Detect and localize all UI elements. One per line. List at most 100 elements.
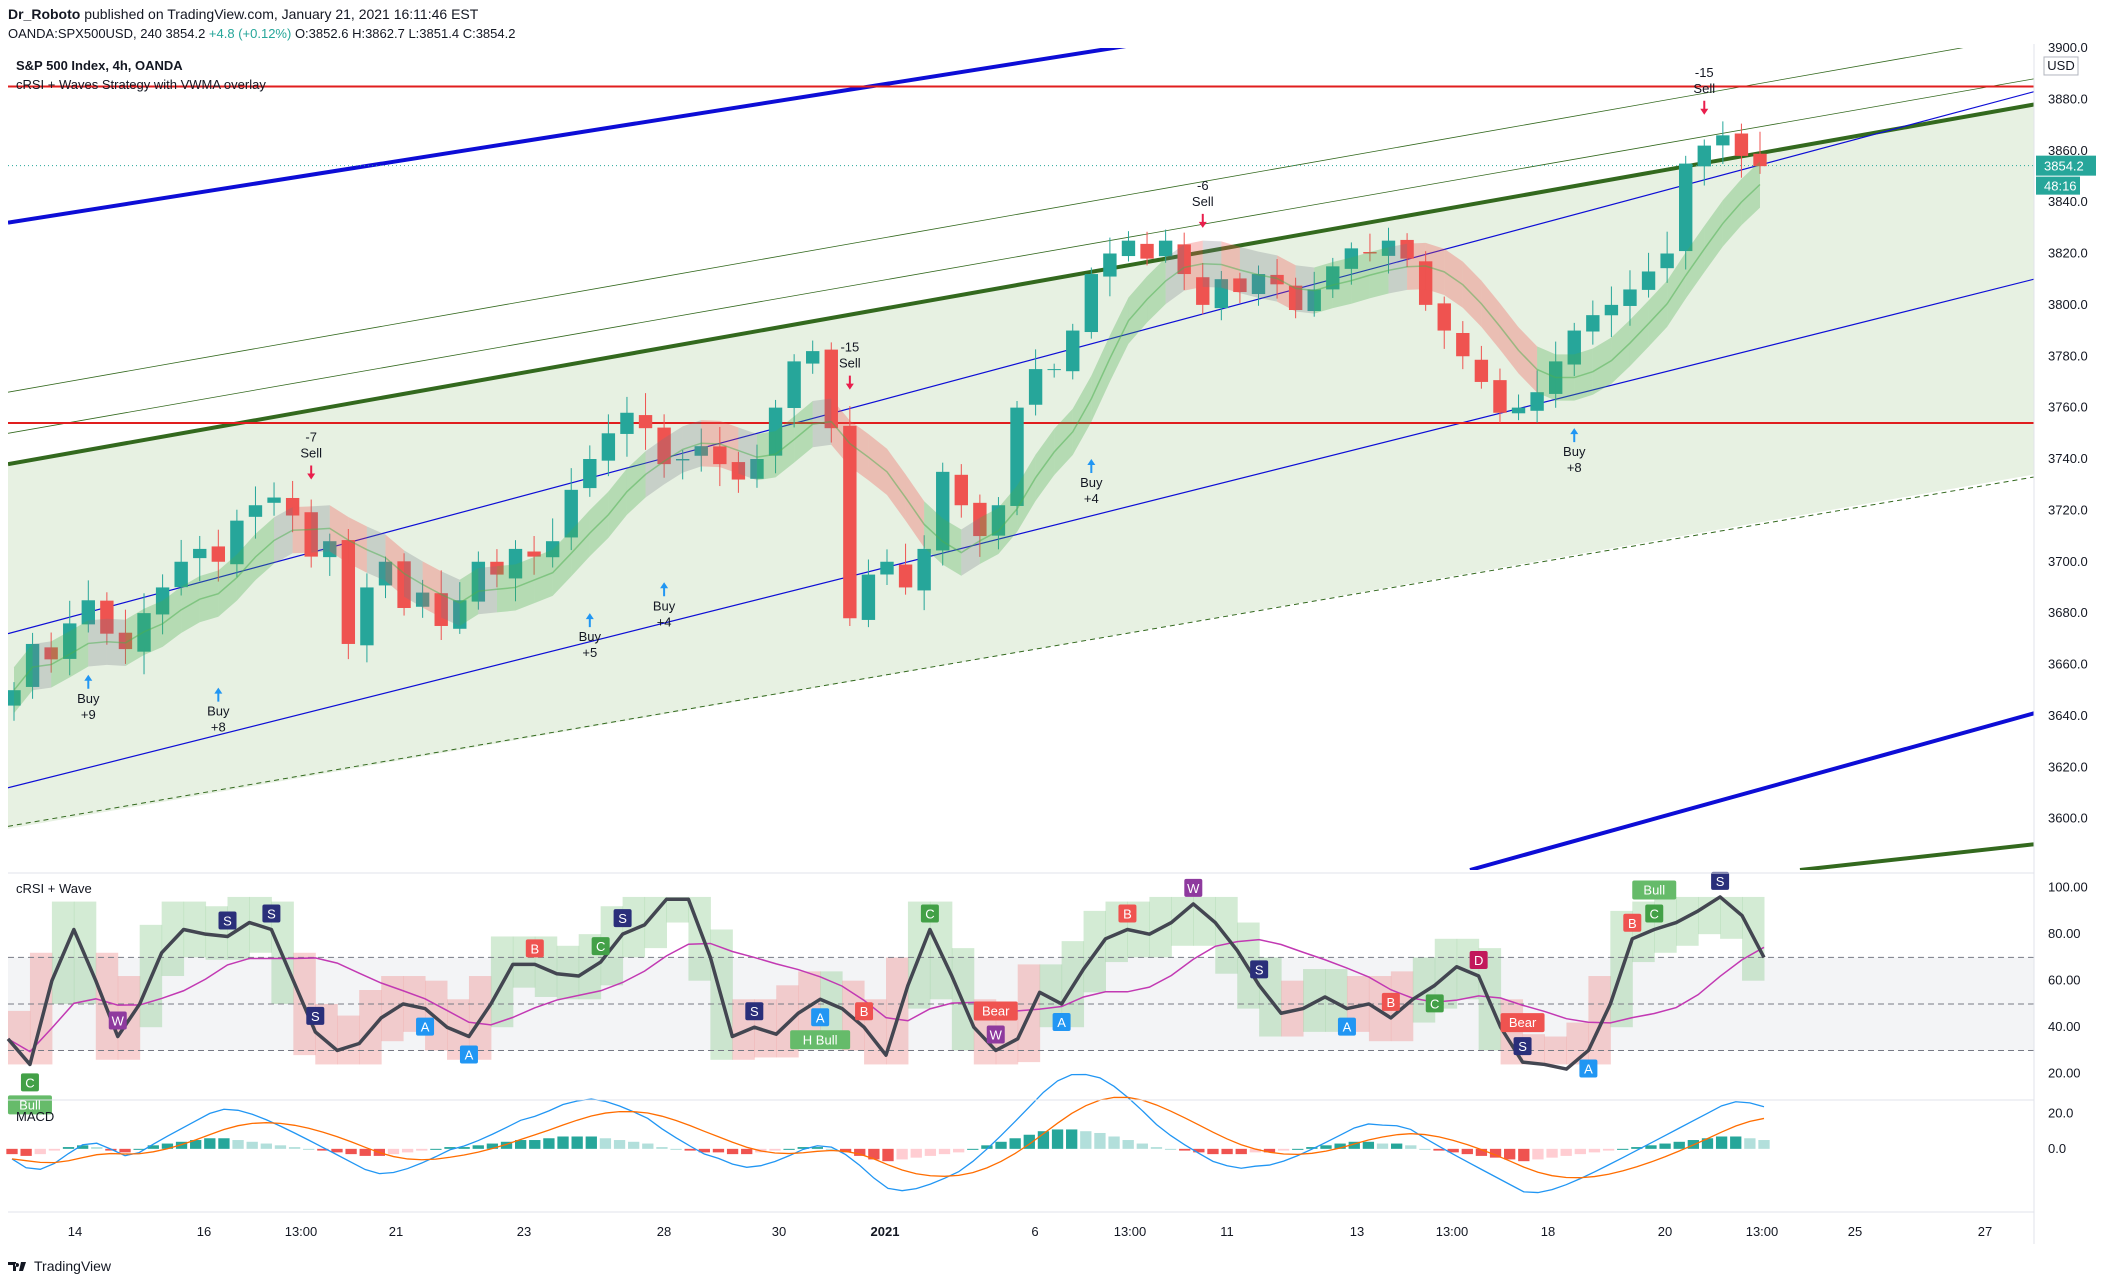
macd-histogram-bar [1602, 1148, 1615, 1151]
candle [1103, 253, 1117, 277]
crsi-marker-box [306, 1006, 325, 1025]
macd-histogram-bar [698, 1148, 710, 1153]
crsi-marker-glyph: C [596, 939, 605, 954]
signal-sell[interactable]: Sell-7 [300, 430, 322, 480]
crsi-zone [1412, 957, 1436, 1023]
macd-histogram-bar [981, 1145, 993, 1149]
blue-bold-line [1469, 711, 2034, 870]
crsi-marker-b[interactable]: B [855, 1002, 874, 1021]
crsi-marker-wave2[interactable]: S [218, 911, 237, 930]
crsi-marker-wave2[interactable]: S [1250, 960, 1269, 979]
price-pane[interactable]: Buy+9 Buy+8 Sell-7 Buy+5 Buy+4 Sell-15 Buy+4 Se… [7, 22, 2034, 870]
candle [415, 592, 430, 607]
crsi-marker-wave2[interactable]: S Bear [1500, 1013, 1545, 1056]
time-tick-label: 23 [517, 1224, 531, 1239]
crsi-marker-bull[interactable]: C [920, 904, 939, 923]
crsi-marker-b[interactable]: B [525, 939, 544, 958]
signal-buy[interactable]: Buy+4 [1080, 459, 1103, 506]
crsi-marker-a[interactable]: A [416, 1017, 435, 1036]
macd-histogram-bar [1617, 1148, 1629, 1150]
crsi-marker-a[interactable]: A [1337, 1017, 1356, 1036]
macd-histogram-bar [91, 1147, 103, 1149]
crsi-marker-a[interactable]: A [1579, 1059, 1598, 1078]
candle [1344, 248, 1359, 269]
crsi-marker-d[interactable]: D [1469, 951, 1488, 970]
crsi-zone [556, 945, 580, 1000]
macd-histogram-bar [1588, 1148, 1601, 1153]
high-value: 3862.7 [365, 26, 405, 41]
candle [1270, 274, 1284, 285]
crsi-caption: Bull [1643, 883, 1665, 898]
signal-buy[interactable]: Buy+5 [579, 613, 602, 660]
crsi-marker-box [1579, 1059, 1598, 1078]
macd-histogram-bar [331, 1148, 343, 1153]
signal-buy[interactable]: Buy+4 [653, 582, 676, 629]
crsi-marker-wave2[interactable]: S [613, 909, 632, 928]
candle [1084, 274, 1099, 333]
signal-sell[interactable]: Sell-6 [1192, 178, 1214, 228]
crsi-tick-label: 40.00 [2048, 1019, 2081, 1034]
crsi-marker-bull[interactable]: C [591, 937, 610, 956]
macd-histogram-bar [1051, 1129, 1064, 1149]
crsi-zone [1368, 976, 1392, 1042]
macd-histogram-bar [34, 1148, 46, 1155]
time-tick-label: 25 [1848, 1224, 1862, 1239]
crsi-marker-a[interactable]: A [459, 1045, 478, 1064]
macd-histogram-bar [119, 1148, 131, 1153]
blue-bold-line [8, 48, 1127, 225]
crsi-marker-b[interactable]: B [1381, 992, 1400, 1011]
candle [471, 561, 486, 602]
unit-badge [2043, 56, 2079, 76]
tradingview-brand[interactable]: TradingView [8, 1258, 111, 1274]
sell-arrow-icon [307, 465, 316, 480]
crsi-marker-glyph: C [25, 1075, 34, 1090]
buy-arrow-icon [660, 582, 669, 597]
candle [806, 351, 820, 364]
signal-value: +4 [657, 614, 672, 629]
crsi-zone [1039, 964, 1063, 1028]
macd-histogram-bar [825, 1148, 838, 1150]
price-tick-label: 3780.0 [2048, 348, 2088, 363]
candle [285, 497, 300, 516]
crsi-marker-b[interactable]: B [1623, 913, 1642, 932]
candle [1196, 277, 1210, 305]
signal-buy[interactable]: Buy+8 [207, 687, 230, 735]
ohlc-header: OANDA:SPX500USD, 240 3854.2 +4.8 (+0.12%… [8, 26, 515, 41]
crsi-marker-wave2[interactable]: S [262, 904, 281, 923]
candle [378, 561, 393, 586]
price-tick-label: 3600.0 [2048, 811, 2088, 826]
crsi-marker-wave[interactable]: W [108, 1011, 127, 1030]
signal-sell[interactable]: Sell-15 [1693, 65, 1715, 115]
crsi-marker-wave[interactable]: W [1184, 878, 1203, 897]
macd-histogram-bar [430, 1148, 442, 1150]
signal-buy[interactable]: Buy+9 [77, 674, 100, 722]
candle [898, 564, 913, 588]
macd-histogram-bar [317, 1148, 329, 1151]
crsi-marker-glyph: C [1430, 996, 1439, 1011]
crsi-marker-a[interactable]: A H Bull [790, 1008, 851, 1050]
author-name[interactable]: Dr_Roboto [8, 6, 81, 22]
crsi-marker-b[interactable]: B [1118, 904, 1137, 923]
crsi-marker-wave2[interactable]: S [306, 1006, 325, 1025]
crsi-marker-glyph: A [816, 1010, 825, 1025]
signal-sell[interactable]: Sell-15 [839, 340, 861, 390]
crsi-marker-a[interactable]: A [1052, 1012, 1071, 1031]
macd-histogram-bar [1066, 1129, 1078, 1149]
crsi-marker-glyph: C [1650, 907, 1659, 922]
candle [973, 502, 987, 537]
crsi-marker-bull[interactable]: C [1425, 994, 1444, 1013]
candle [1604, 304, 1619, 316]
crsi-marker-wave2[interactable]: S [745, 1002, 764, 1021]
candle [1586, 315, 1600, 332]
candle [713, 446, 727, 465]
crsi-marker-bull[interactable]: C Bull [1632, 880, 1677, 923]
crsi-marker-glyph: S [267, 907, 276, 922]
crsi-marker-wave2[interactable]: S [1711, 871, 1730, 890]
signal-buy[interactable]: Buy+8 [1563, 428, 1586, 475]
macd-pane[interactable] [6, 1073, 1770, 1194]
time-tick-label: 13 [1350, 1224, 1364, 1239]
crsi-marker-wave[interactable]: W Bear [973, 1001, 1018, 1044]
macd-histogram-bar [458, 1147, 470, 1149]
